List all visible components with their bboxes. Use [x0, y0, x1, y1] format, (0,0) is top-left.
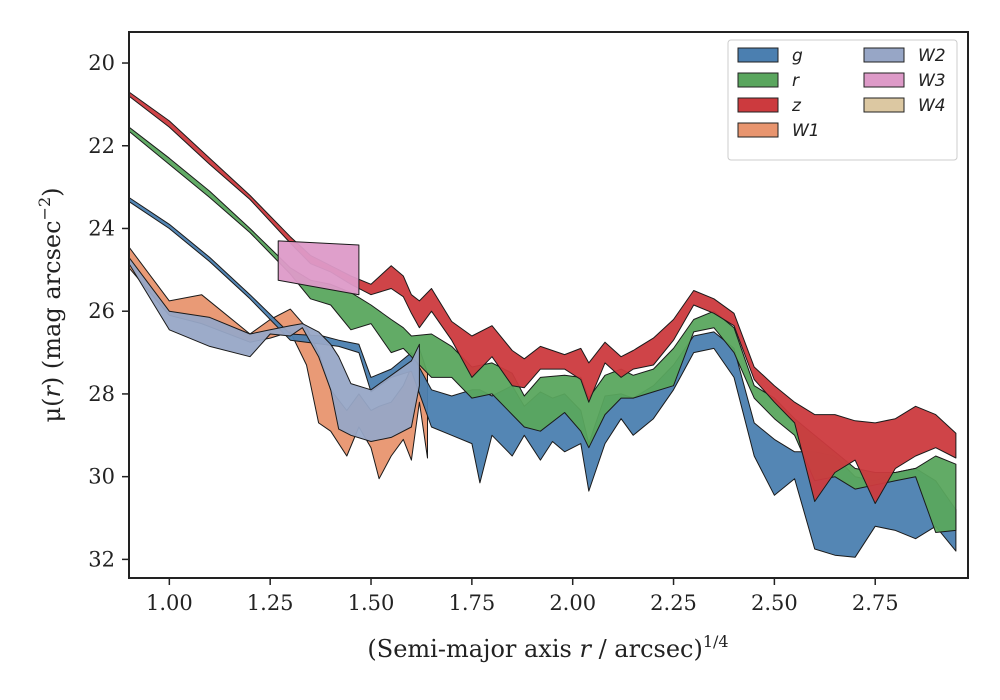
band-w3: [277, 240, 360, 296]
legend-label-w3: W3: [918, 71, 946, 91]
x-tick-label: 1.75: [448, 591, 495, 615]
y-tick-label: 22: [88, 134, 115, 158]
x-tick-label: 2.50: [751, 591, 798, 615]
legend-label-w1: W1: [792, 121, 820, 141]
y-tick-label: 32: [88, 547, 115, 571]
band-w2: [128, 256, 420, 442]
legend: grz W1 W2 W3 W4: [727, 39, 958, 161]
y-tick-label: 20: [88, 51, 115, 75]
y-axis: 20 22 24 26 28 30 32: [88, 51, 129, 571]
x-tick-label: 2.00: [549, 591, 596, 615]
legend-swatch-z: [737, 97, 779, 113]
legend-swatch-w3: [863, 72, 905, 88]
legend-swatch-w2: [863, 47, 905, 63]
legend-label-w4: W4: [918, 96, 946, 116]
y-tick-label: 28: [88, 382, 115, 406]
x-tick-label: 2.25: [650, 591, 697, 615]
legend-label-g: g: [792, 46, 803, 66]
y-tick-label: 30: [88, 465, 115, 489]
x-axis-title: (Semi-major axis r / arcsec)1/4: [367, 632, 728, 663]
x-tick-label: 1.25: [247, 591, 294, 615]
legend-swatch-w1: [737, 122, 779, 138]
y-axis-title: μ(r) (mag arcsec−2): [35, 187, 66, 422]
legend-swatch-g: [737, 47, 779, 63]
x-axis: 1.00 1.25 1.50 1.75 2.00 2.25 2.50 2.75: [146, 578, 899, 615]
legend-label-z: z: [791, 96, 802, 116]
band-z: [128, 91, 957, 504]
x-tick-label: 1.00: [146, 591, 193, 615]
plot-frame: [128, 31, 969, 579]
legend-label-r: r: [792, 71, 800, 91]
y-tick-label: 26: [88, 299, 115, 323]
x-tick-label: 1.50: [348, 591, 395, 615]
legend-swatch-w4: [863, 97, 905, 113]
legend-frame: [727, 39, 958, 161]
legend-label-w2: W2: [918, 46, 946, 66]
x-tick-label: 2.75: [852, 591, 899, 615]
data-bands: [128, 91, 957, 558]
y-tick-label: 24: [88, 216, 115, 240]
legend-swatch-r: [737, 72, 779, 88]
